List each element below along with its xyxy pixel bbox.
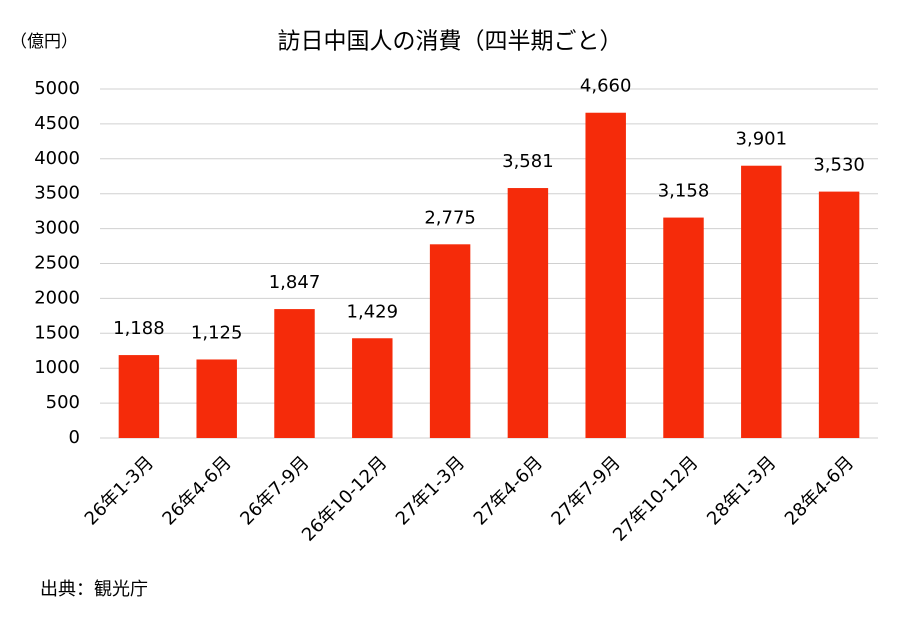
x-tick-label: 27年7-9月 <box>547 452 624 529</box>
y-tick-label: 1000 <box>34 357 80 378</box>
y-tick-label: 0 <box>69 427 80 448</box>
y-tick-label: 1500 <box>34 322 80 343</box>
y-tick-label: 5000 <box>34 78 80 99</box>
bar <box>818 191 860 438</box>
y-tick-label: 4500 <box>34 113 80 134</box>
source: 出典：観光庁 <box>40 579 148 600</box>
x-tick-label: 27年1-3月 <box>392 452 469 529</box>
data-label: 1,429 <box>347 301 399 322</box>
data-label: 1,125 <box>191 322 243 343</box>
bar <box>741 165 782 438</box>
data-label: 3,530 <box>813 155 865 176</box>
x-tick-label: 26年1-3月 <box>81 452 158 529</box>
data-label: 3,901 <box>736 129 788 150</box>
x-tick-label: 26年4-6月 <box>158 452 235 529</box>
data-label: 1,188 <box>113 318 165 339</box>
x-tick-label: 27年4-6月 <box>470 452 547 529</box>
y-tick-label: 2500 <box>34 253 80 274</box>
bar <box>585 112 626 439</box>
data-label: 4,660 <box>580 76 632 97</box>
data-label: 3,581 <box>502 151 554 172</box>
x-tick-label: 28年1-3月 <box>703 452 780 529</box>
y-tick-label: 3000 <box>34 218 80 239</box>
bar <box>274 309 315 438</box>
bar <box>663 217 704 438</box>
data-label: 3,158 <box>658 181 710 202</box>
bar <box>196 359 237 438</box>
y-tick-label: 500 <box>46 392 80 413</box>
x-tick-label: 26年7-9月 <box>236 452 313 529</box>
y-tick-label: 3500 <box>34 183 80 204</box>
data-label: 1,847 <box>269 272 321 293</box>
bar <box>118 355 160 438</box>
unit-label: （億円） <box>10 32 78 52</box>
chart-title: 訪日中国人の消費（四半期ごと） <box>278 29 623 55</box>
bar <box>429 244 471 438</box>
data-label: 2,775 <box>424 207 476 228</box>
y-tick-label: 4000 <box>34 148 80 169</box>
y-tick-label: 2000 <box>34 287 80 308</box>
bar <box>507 188 549 438</box>
bar <box>352 338 393 438</box>
x-tick-label: 28年4-6月 <box>781 452 858 529</box>
